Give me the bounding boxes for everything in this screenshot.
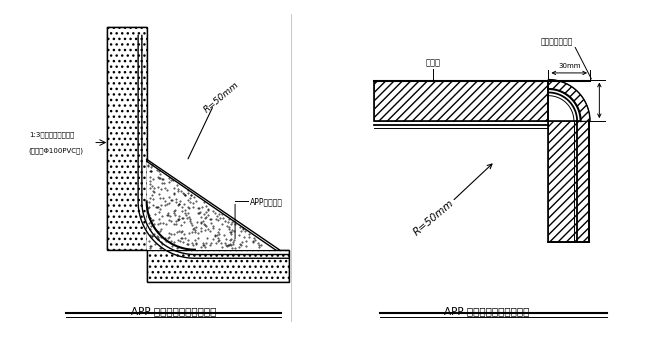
Polygon shape xyxy=(548,121,589,242)
Polygon shape xyxy=(147,250,289,282)
Text: APP防水卷材: APP防水卷材 xyxy=(250,197,283,206)
Text: R=50mm: R=50mm xyxy=(411,198,456,237)
Text: 此部分用砂浆抹: 此部分用砂浆抹 xyxy=(540,37,573,46)
Polygon shape xyxy=(147,161,275,250)
Polygon shape xyxy=(548,79,590,121)
Text: (用直径Φ100PVC管): (用直径Φ100PVC管) xyxy=(29,147,84,154)
Text: APP 防水卷材基层阴角半径: APP 防水卷材基层阴角半径 xyxy=(131,306,216,316)
Text: APP 防水卷材基层阳角半径: APP 防水卷材基层阳角半径 xyxy=(444,306,530,316)
Text: 1:3水泥砂浆压实抹光: 1:3水泥砂浆压实抹光 xyxy=(29,131,74,138)
Polygon shape xyxy=(374,81,548,121)
Text: 防水层: 防水层 xyxy=(426,58,441,68)
Polygon shape xyxy=(107,27,147,250)
Text: R=50mm: R=50mm xyxy=(202,80,241,114)
Text: 30mm: 30mm xyxy=(558,63,580,69)
